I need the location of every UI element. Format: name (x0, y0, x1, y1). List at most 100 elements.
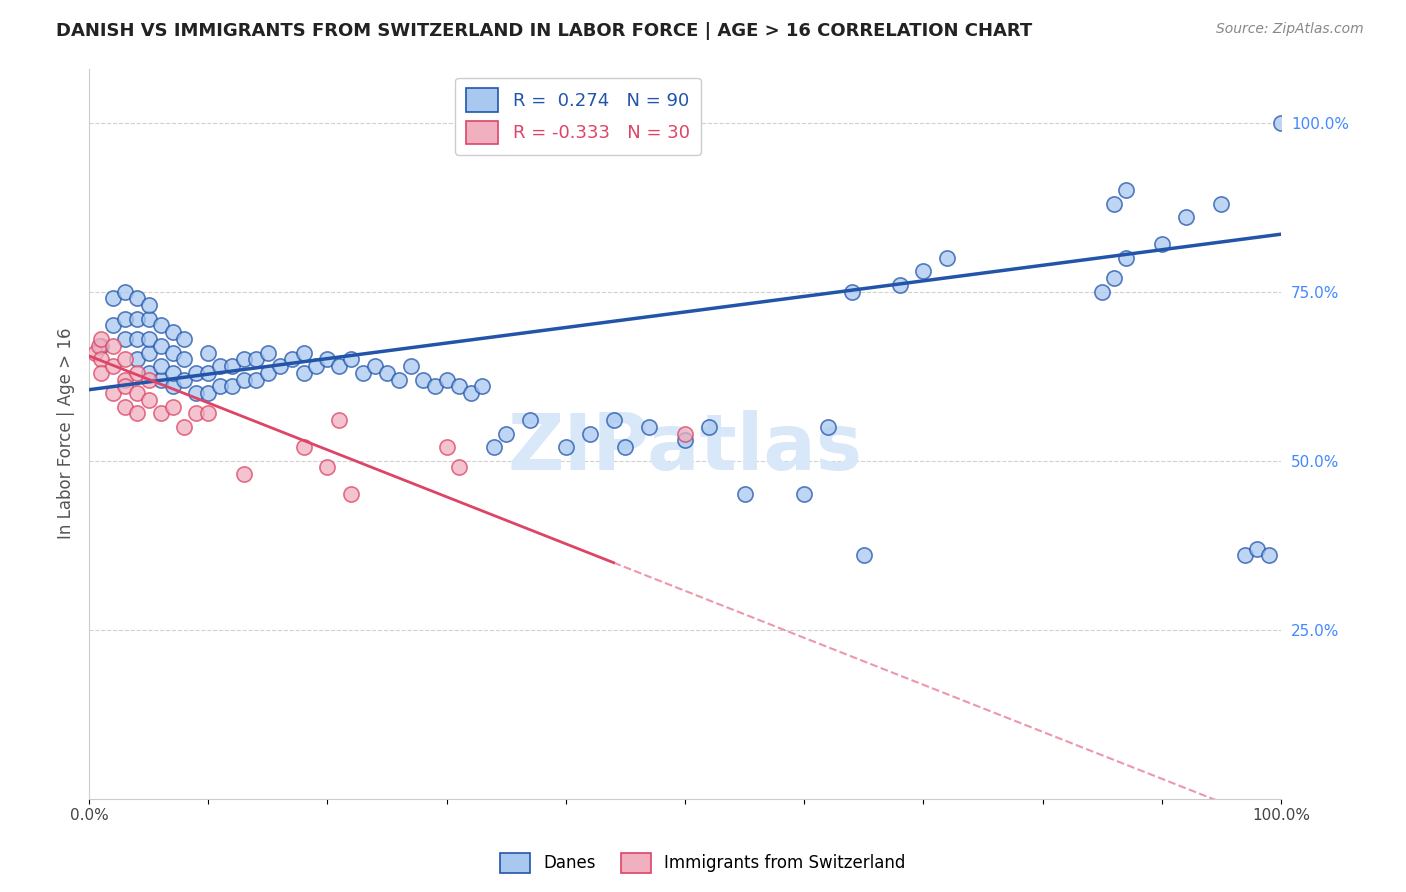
Point (233, 352, 256, 367)
Point (87, 339, 110, 353)
Point (1115, 183, 1137, 197)
Point (399, 359, 422, 373)
Point (114, 332, 136, 346)
Point (578, 426, 600, 441)
Point (186, 406, 208, 420)
Point (149, 339, 172, 353)
Point (304, 359, 326, 373)
Point (162, 400, 184, 414)
Point (125, 366, 148, 380)
Point (149, 406, 172, 420)
Point (673, 426, 696, 441)
Point (125, 386, 148, 401)
Point (1115, 251, 1137, 265)
Text: DANISH VS IMMIGRANTS FROM SWITZERLAND IN LABOR FORCE | AGE > 16 CORRELATION CHAR: DANISH VS IMMIGRANTS FROM SWITZERLAND IN… (56, 22, 1032, 40)
Point (328, 413, 350, 427)
Point (340, 352, 363, 367)
Point (1102, 271, 1125, 285)
Point (436, 440, 458, 454)
Point (375, 366, 398, 380)
Point (412, 373, 434, 387)
Point (1234, 549, 1257, 563)
Point (554, 440, 576, 454)
Point (186, 386, 208, 401)
Point (447, 379, 470, 393)
Point (233, 373, 256, 387)
Point (114, 373, 136, 387)
Text: ZIPatlas: ZIPatlas (508, 410, 863, 486)
Point (328, 359, 350, 373)
Point (221, 359, 243, 373)
Point (245, 352, 267, 367)
Point (852, 549, 875, 563)
Point (352, 366, 374, 380)
Point (125, 292, 148, 306)
Point (209, 359, 232, 373)
Point (197, 406, 219, 420)
Point (1150, 237, 1173, 252)
Point (149, 373, 172, 387)
Point (186, 366, 208, 380)
Point (138, 345, 160, 359)
Legend: Danes, Immigrants from Switzerland: Danes, Immigrants from Switzerland (494, 847, 912, 880)
Point (912, 264, 935, 278)
Point (1174, 211, 1197, 225)
Point (364, 359, 387, 373)
Point (292, 345, 315, 359)
Point (460, 386, 482, 401)
Point (162, 379, 184, 393)
Point (602, 413, 624, 427)
Point (209, 379, 232, 393)
Point (471, 379, 494, 393)
Point (162, 345, 184, 359)
Point (90, 339, 112, 353)
Legend: R =  0.274   N = 90, R = -0.333   N = 30: R = 0.274 N = 90, R = -0.333 N = 30 (456, 78, 700, 154)
Point (292, 440, 315, 454)
Point (114, 311, 136, 326)
Point (197, 386, 219, 401)
Point (1091, 285, 1114, 299)
Point (257, 345, 280, 359)
Point (149, 359, 172, 373)
Point (817, 420, 839, 434)
Point (447, 460, 470, 475)
Point (114, 352, 136, 367)
Point (101, 339, 124, 353)
Point (138, 298, 160, 312)
Point (221, 379, 243, 393)
Point (734, 487, 756, 501)
Point (173, 332, 195, 346)
Point (245, 373, 267, 387)
Point (138, 332, 160, 346)
Point (292, 366, 315, 380)
Point (138, 373, 160, 387)
Point (125, 332, 148, 346)
Point (484, 440, 506, 454)
Point (638, 420, 661, 434)
Point (173, 420, 195, 434)
Point (1246, 541, 1268, 556)
Point (1102, 196, 1125, 211)
Point (436, 373, 458, 387)
Point (138, 392, 160, 407)
Point (889, 277, 911, 292)
Point (936, 251, 959, 265)
Text: Source: ZipAtlas.com: Source: ZipAtlas.com (1216, 22, 1364, 37)
Point (149, 318, 172, 333)
Point (233, 467, 256, 482)
Point (114, 400, 136, 414)
Point (138, 366, 160, 380)
Point (173, 352, 195, 367)
Point (162, 366, 184, 380)
Point (114, 379, 136, 393)
Point (90, 352, 112, 367)
Point (197, 345, 219, 359)
Point (125, 311, 148, 326)
Point (1211, 196, 1233, 211)
Point (101, 318, 124, 333)
Point (388, 373, 411, 387)
Point (269, 359, 291, 373)
Point (173, 373, 195, 387)
Point (673, 434, 696, 448)
Point (138, 311, 160, 326)
